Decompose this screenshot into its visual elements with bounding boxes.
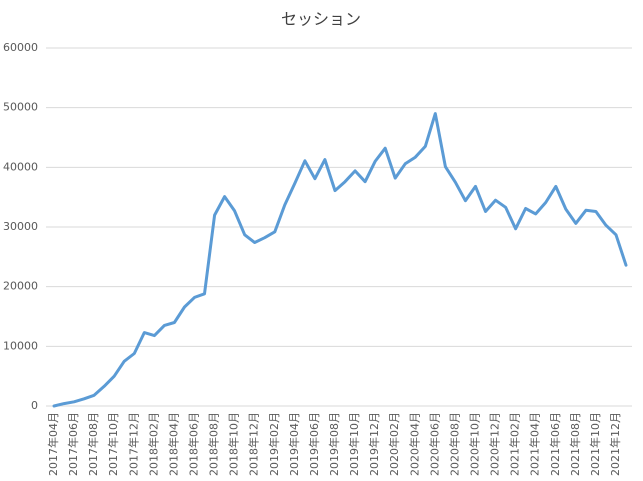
y-tick-label: 30000 [3,220,38,233]
x-tick-label: 2018年04月 [166,412,180,476]
y-tick-label: 20000 [3,280,38,293]
x-tick-label: 2017年04月 [46,412,60,476]
x-tick-label: 2019年10月 [347,412,361,476]
x-tick-label: 2019年06月 [307,412,321,476]
x-tick-label: 2020年10月 [467,412,481,476]
x-tick-label: 2021年06月 [548,412,562,476]
chart-title: セッション [281,10,361,29]
x-tick-label: 2021年04月 [528,412,542,476]
x-tick-label: 2018年02月 [146,412,160,476]
x-tick-label: 2018年08月 [207,412,221,476]
x-tick-label: 2020年08月 [447,412,461,476]
x-tick-label: 2019年04月 [287,412,301,476]
x-tick-label: 2018年06月 [186,412,200,476]
line [52,112,628,408]
x-tick-label: 2019年12月 [367,412,381,476]
y-tick-label: 10000 [3,339,38,352]
y-tick-label: 50000 [3,101,38,114]
y-tick-label: 40000 [3,160,38,173]
x-tick-label: 2019年08月 [327,412,341,476]
x-tick-label: 2020年04月 [407,412,421,476]
x-tick-label: 2017年08月 [86,412,100,476]
x-tick-label: 2018年10月 [227,412,241,476]
x-tick-label: 2017年12月 [126,412,140,476]
x-tick-label: 2021年02月 [508,412,522,476]
y-tick-label: 0 [31,399,38,412]
y-tick-label: 60000 [3,41,38,54]
x-tick-label: 2021年12月 [608,412,622,476]
x-tick-label: 2021年10月 [588,412,602,476]
x-tick-label: 2020年06月 [427,412,441,476]
x-tick-label: 2020年02月 [387,412,401,476]
x-tick-label: 2019年02月 [267,412,281,476]
x-tick-label: 2017年06月 [66,412,80,476]
x-tick-label: 2020年12月 [488,412,502,476]
x-tick-label: 2017年10月 [106,412,120,476]
x-tick-label: 2021年08月 [568,412,582,476]
x-tick-label: 2018年12月 [247,412,261,476]
